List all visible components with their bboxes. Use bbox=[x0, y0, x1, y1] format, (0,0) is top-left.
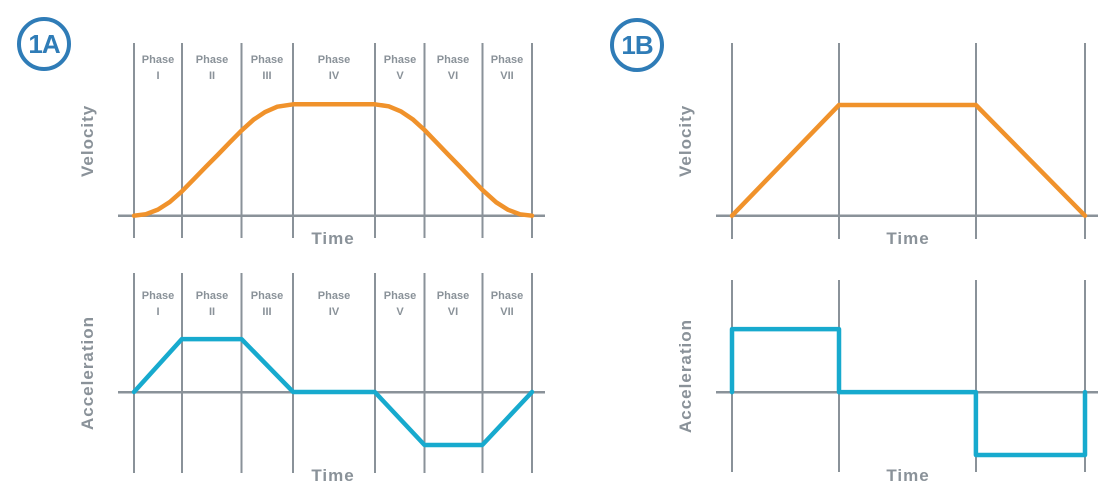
phase-label-1a-velocity-7: Phase VII bbox=[482, 52, 532, 84]
figure-1b-badge-label: 1B bbox=[621, 29, 653, 60]
phase-word: Phase bbox=[250, 290, 284, 302]
fig1b-acceleration-axis-label: Acceleration bbox=[676, 318, 695, 434]
phase-label-1a-velocity-4: Phase IV bbox=[309, 52, 359, 84]
figure-1a-badge: 1A bbox=[17, 17, 71, 71]
phase-label-1a-velocity-6: Phase VI bbox=[428, 52, 478, 84]
fig1a-velocity-axis-label: Velocity bbox=[78, 104, 97, 177]
fig1a-acceleration-time-label: Time bbox=[311, 466, 355, 485]
phase-word: Phase bbox=[317, 290, 351, 302]
phase-numeral: II bbox=[208, 70, 216, 82]
fig1b-velocity-time-label: Time bbox=[886, 229, 930, 248]
phase-numeral: IV bbox=[328, 70, 340, 82]
phase-word: Phase bbox=[383, 290, 417, 302]
phase-label-1a-acceleration-6: Phase VI bbox=[428, 288, 478, 320]
fig1b_acceleration-acceleration-curve bbox=[729, 326, 1088, 458]
phase-numeral: II bbox=[208, 306, 216, 318]
fig1a_acceleration-plot bbox=[118, 273, 545, 473]
phase-word: Phase bbox=[317, 54, 351, 66]
fig1b-velocity-axis-label: Velocity bbox=[676, 104, 695, 178]
fig1a_acceleration-acceleration-curve bbox=[131, 336, 535, 448]
phase-label-1a-acceleration-7: Phase VII bbox=[482, 288, 532, 320]
phase-label-1a-velocity-1: Phase I bbox=[133, 52, 183, 84]
phase-numeral: VII bbox=[500, 306, 514, 318]
phase-numeral: IV bbox=[328, 306, 340, 318]
phase-word: Phase bbox=[490, 54, 524, 66]
phase-numeral: III bbox=[262, 70, 272, 82]
fig1b-acceleration-time-label: Time bbox=[886, 466, 930, 485]
fig1a-velocity-time-label: Time bbox=[311, 229, 355, 248]
phase-numeral: V bbox=[396, 306, 404, 318]
phase-numeral: VII bbox=[500, 70, 514, 82]
phase-word: Phase bbox=[141, 54, 175, 66]
fig1a-acceleration-axis-label: Acceleration bbox=[78, 315, 97, 431]
fig1a_velocity-plot bbox=[118, 43, 545, 238]
fig1a_velocity-velocity-curve bbox=[131, 102, 535, 218]
fig1b_velocity-velocity-curve bbox=[729, 102, 1088, 218]
phase-numeral: I bbox=[156, 306, 160, 318]
phase-label-1a-acceleration-2: Phase II bbox=[187, 288, 237, 320]
phase-word: Phase bbox=[436, 54, 470, 66]
phase-word: Phase bbox=[490, 290, 524, 302]
phase-word: Phase bbox=[141, 290, 175, 302]
phase-numeral: V bbox=[396, 70, 404, 82]
phase-numeral: III bbox=[262, 306, 272, 318]
phase-label-1a-acceleration-3: Phase III bbox=[242, 288, 292, 320]
fig1b_acceleration-plot bbox=[716, 280, 1098, 472]
phase-numeral: I bbox=[156, 70, 160, 82]
figure-1a-badge-label: 1A bbox=[28, 28, 60, 59]
phase-numeral: VI bbox=[447, 70, 459, 82]
phase-label-1a-acceleration-4: Phase IV bbox=[309, 288, 359, 320]
phase-label-1a-acceleration-5: Phase V bbox=[375, 288, 425, 320]
fig1b_velocity-plot bbox=[716, 43, 1098, 239]
phase-label-1a-velocity-5: Phase V bbox=[375, 52, 425, 84]
phase-word: Phase bbox=[195, 54, 229, 66]
phase-word: Phase bbox=[195, 290, 229, 302]
phase-word: Phase bbox=[250, 54, 284, 66]
phase-label-1a-velocity-3: Phase III bbox=[242, 52, 292, 84]
figure-1b-badge: 1B bbox=[610, 18, 664, 72]
phase-numeral: VI bbox=[447, 306, 459, 318]
phase-label-1a-acceleration-1: Phase I bbox=[133, 288, 183, 320]
phase-word: Phase bbox=[383, 54, 417, 66]
phase-word: Phase bbox=[436, 290, 470, 302]
phase-label-1a-velocity-2: Phase II bbox=[187, 52, 237, 84]
